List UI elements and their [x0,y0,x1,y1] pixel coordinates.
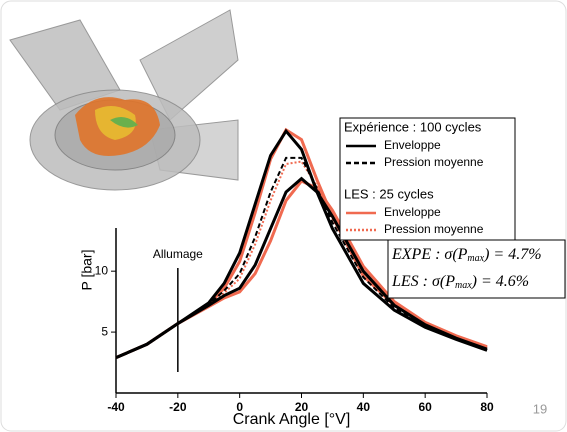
stat-part: max [467,253,484,264]
stat-part: max [455,280,472,291]
stat-part: LES : σ(P [391,273,455,290]
legend-label: Pression moyenne [384,155,484,169]
stat-part: EXPE : σ(P [391,246,468,263]
x-tick-label: 40 [357,400,371,414]
legend-label: Enveloppe [384,138,441,152]
y-tick-label: 5 [101,324,108,338]
legend-title: LES : 25 cycles [344,186,434,201]
x-tick-label: -40 [107,400,125,414]
legend-label: Pression moyenne [384,222,484,236]
x-axis-label: Crank Angle [°V] [233,411,351,428]
y-tick-label: 10 [95,263,109,277]
x-tick-label: 60 [418,400,432,414]
stat-formula: EXPE : σ(Pmax) = 4.7% [391,246,542,265]
x-tick-label: -20 [169,400,187,414]
page-number: 19 [533,401,547,416]
stat-part: ) = 4.7% [483,246,541,263]
legend-title: Expérience : 100 cycles [344,119,482,134]
legend-label: Enveloppe [384,205,441,219]
annotation: Allumage [153,247,203,261]
engine-render [8,8,238,193]
x-tick-label: 80 [480,400,494,414]
y-axis-label: P [bar] [79,250,95,291]
slide: -40-20020406080510Crank Angle [°V]P [bar… [0,0,567,432]
stat-part: ) = 4.6% [471,273,529,290]
